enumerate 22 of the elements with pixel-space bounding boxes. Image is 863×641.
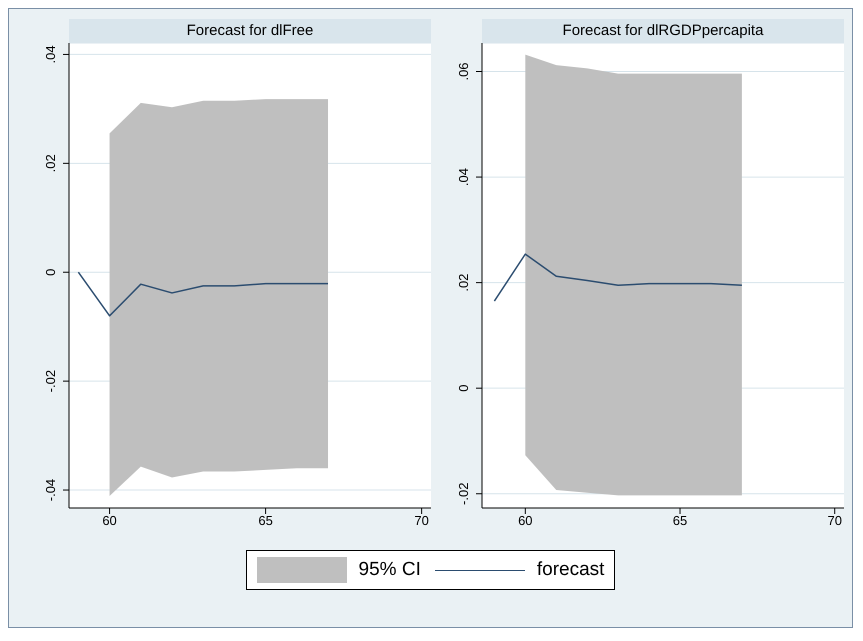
- x-tick-label: 65: [258, 513, 273, 528]
- y-tick-label: -.02: [456, 482, 471, 505]
- chart-title: Forecast for dlRGDPpercapita: [482, 19, 844, 43]
- y-tick-label: .04: [43, 45, 58, 64]
- y-tick-label: -.02: [43, 370, 58, 392]
- legend-label: forecast: [536, 559, 604, 581]
- y-tick-label: -.04: [43, 478, 58, 502]
- x-tick-label: 70: [827, 513, 842, 528]
- x-tick-label: 70: [414, 513, 429, 528]
- y-tick-label: 0: [43, 268, 58, 276]
- y-tick-label: .06: [456, 62, 471, 81]
- y-tick-label: .02: [456, 274, 471, 292]
- y-tick-label: 0: [456, 384, 471, 392]
- x-tick-label: 60: [518, 513, 533, 528]
- text: 95% CI: [358, 559, 421, 581]
- y-tick-label: .04: [456, 168, 471, 186]
- chart-title: Forecast for dlFree: [69, 19, 431, 43]
- y-tick-label: .02: [43, 154, 58, 172]
- x-tick-label: 65: [672, 513, 688, 528]
- line-series: [494, 253, 743, 302]
- line-series: [78, 271, 329, 317]
- x-tick-label: 60: [102, 513, 117, 528]
